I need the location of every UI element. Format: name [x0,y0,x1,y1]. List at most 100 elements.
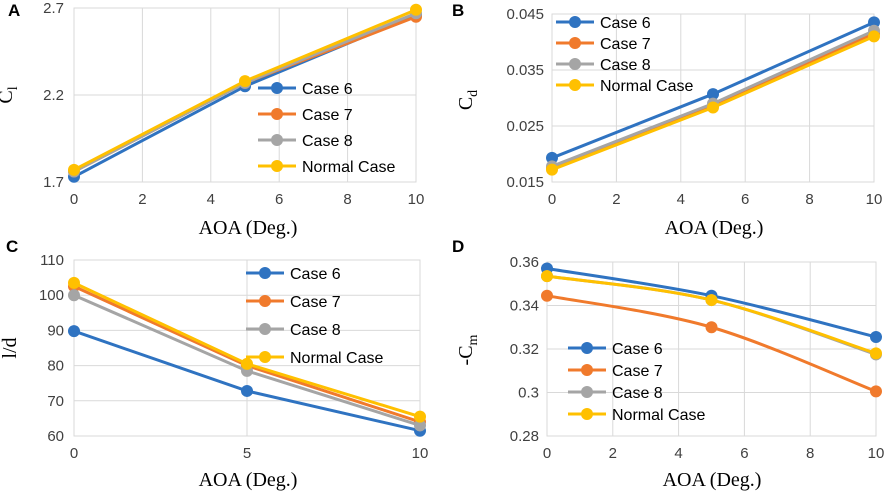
plot-frame [551,13,875,183]
y-axis-label-subscript: l [6,86,21,90]
legend-label: Case 8 [302,133,353,150]
series-line-case-8 [546,274,877,356]
data-point-case-6 [546,151,558,164]
y-tick-label: 1.7 [43,174,64,191]
y-tick-label: 60 [47,428,64,445]
legend-swatch-marker [271,160,283,172]
legend-swatch-marker [259,351,271,363]
y-axis-label: -Cm [455,334,481,365]
data-point-normal-case [410,3,422,16]
series-line-normal-case [546,274,877,355]
legend-label: Normal Case [600,78,693,95]
y-axis-label: Cl [0,86,21,103]
x-axis-label: AOA (Deg.) [199,217,298,239]
legend-swatch-marker [271,82,283,94]
panel-label: C [6,237,18,256]
y-tick-label: 70 [47,393,64,410]
y-tick-label: 2.2 [43,87,64,104]
legend-swatch-marker [259,295,271,307]
data-point-case-8 [68,289,80,302]
legend-label: Case 7 [290,294,341,311]
panel-B: 0.015 0.025 0.035 0.045 0 2 4 6 8 10 B AOA (Deg.) Cd… [452,1,882,239]
data-point-normal-case [68,276,80,289]
x-tick-label: 0 [548,191,556,208]
data-point-case-6 [68,325,80,338]
legend-label: Case 6 [612,341,663,358]
y-tick-label: 80 [47,358,64,375]
data-point-case-6 [868,16,880,29]
y-tick-label: 2.7 [43,0,64,17]
legend-label: Normal Case [612,407,705,424]
data-point-normal-case [870,347,882,360]
panel-label: B [452,1,464,20]
data-point-case-6 [870,331,882,344]
legend-swatch-marker [271,134,283,146]
x-tick-label: 2 [138,191,146,208]
legend-swatch-marker [569,16,581,28]
legend-label: Case 7 [600,36,651,53]
y-axis-label: Cd [455,90,481,110]
x-axis-label: AOA (Deg.) [663,469,762,491]
y-tick-label: 0.32 [510,341,539,358]
plot-frame [73,7,417,183]
x-tick-label: 4 [677,191,685,208]
legend-label: Normal Case [302,159,395,176]
panel-label: D [452,237,464,256]
data-point-normal-case [414,410,426,423]
legend-label: Case 7 [302,107,353,124]
series-line-case-7 [546,294,877,393]
x-tick-label: 10 [408,191,425,208]
x-tick-label: 0 [70,445,78,462]
legend-label: Case 6 [290,266,341,283]
y-tick-label: 0.045 [506,6,544,23]
y-tick-label: 90 [47,322,64,339]
legend-swatch-marker [569,58,581,70]
x-tick-label: 8 [805,191,813,208]
data-point-normal-case [239,75,251,88]
x-tick-label: 0 [70,191,78,208]
data-point-normal-case [868,30,880,43]
x-tick-label: 10 [868,445,885,462]
legend-label: Normal Case [290,350,383,367]
legend-label: Case 7 [612,363,663,380]
legend-swatch-marker [581,364,593,376]
data-point-case-6 [241,384,253,397]
x-axis-label: AOA (Deg.) [199,469,298,491]
legend-swatch-marker [271,108,283,120]
data-point-normal-case [68,163,80,176]
data-point-case-7 [541,289,553,302]
x-tick-label: 10 [866,191,883,208]
x-tick-label: 0 [543,445,551,462]
panel-label: A [8,1,20,20]
legend-swatch-marker [581,342,593,354]
x-tick-label: 6 [740,445,748,462]
y-tick-label: 110 [40,252,64,269]
data-point-case-7 [705,321,718,334]
legend-label: Case 8 [600,57,651,74]
x-tick-label: 8 [343,191,351,208]
x-tick-label: 6 [741,191,749,208]
y-tick-label: 0.3 [518,385,539,402]
legend-swatch-marker [259,323,271,335]
x-tick-label: 10 [412,445,429,462]
x-tick-label: 8 [806,445,814,462]
legend-swatch-marker [259,267,271,279]
series-line-case-6 [73,13,417,179]
data-point-normal-case [707,101,719,114]
legend-swatch-marker [569,79,581,91]
data-point-normal-case [541,270,553,283]
legend-swatch-marker [581,408,593,420]
legend-label: Case 8 [612,385,663,402]
x-axis-label: AOA (Deg.) [665,217,764,239]
x-tick-label: 5 [243,445,251,462]
legend-swatch-marker [569,37,581,49]
x-tick-label: 2 [609,445,617,462]
x-tick-label: 4 [207,191,215,208]
data-point-normal-case [705,294,718,307]
y-tick-label: 0.28 [510,428,539,445]
y-tick-label: 0.025 [506,118,544,135]
data-point-normal-case [241,357,253,370]
data-point-case-8 [414,419,426,432]
y-axis-label-subscript: m [466,334,481,345]
